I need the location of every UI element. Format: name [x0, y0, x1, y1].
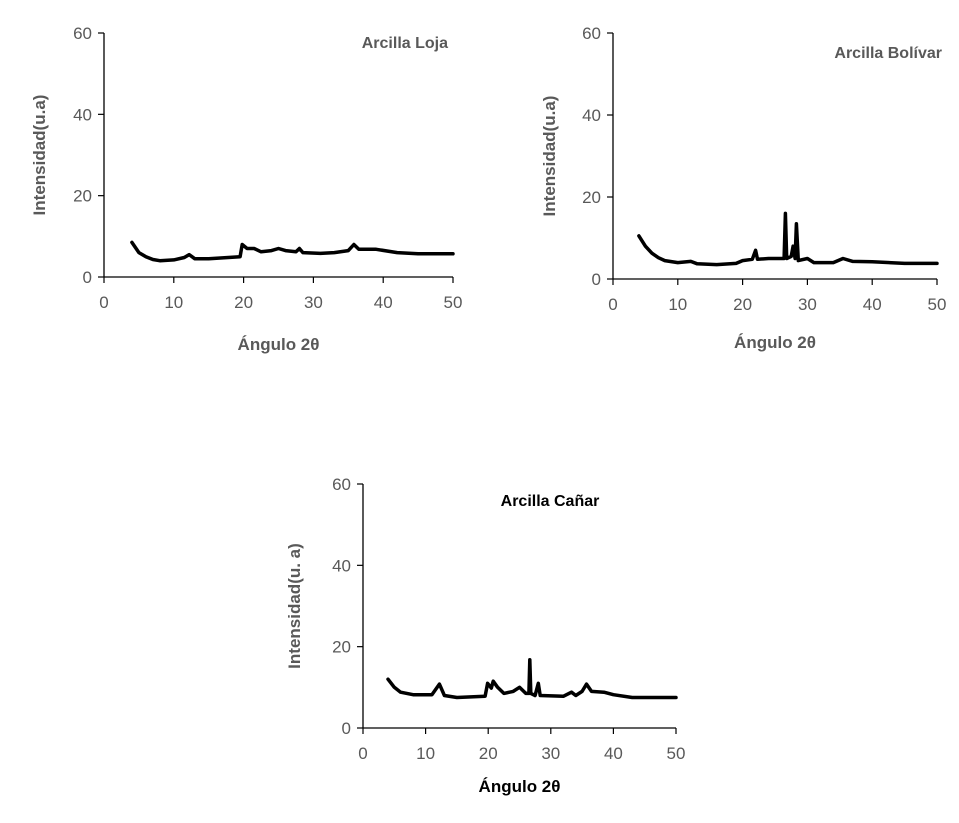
y-tick-label: 40 [582, 106, 601, 125]
chart-title: Arcilla Loja [362, 35, 448, 52]
x-tick-label: 0 [358, 744, 367, 763]
x-tick-label: 0 [99, 293, 108, 312]
x-tick-label: 10 [164, 293, 183, 312]
x-tick-label: 20 [234, 293, 253, 312]
y-tick-label: 0 [83, 268, 92, 287]
y-tick-label: 20 [582, 188, 601, 207]
x-tick-label: 40 [604, 744, 623, 763]
xrd-series-line [637, 211, 939, 267]
y-axis-label: Intensidad(u.a) [540, 96, 559, 217]
y-tick-label: 0 [592, 270, 601, 289]
x-tick-label: 10 [416, 744, 435, 763]
x-tick-label: 50 [928, 295, 947, 314]
x-tick-label: 40 [374, 293, 393, 312]
x-tick-label: 10 [668, 295, 687, 314]
x-tick-label: 20 [733, 295, 752, 314]
x-tick-label: 50 [667, 744, 686, 763]
chart-3: 0 20 40 60 0 10 20 30 40 50 Arcilla Cañar Ángulo 2θ… [285, 475, 685, 796]
y-tick-label: 40 [332, 556, 351, 575]
y-tick-label: 60 [582, 24, 601, 43]
x-tick-label: 30 [541, 744, 560, 763]
y-axis-label: Intensidad(u.a) [30, 95, 49, 216]
chart-title: Arcilla Cañar [501, 493, 600, 510]
chart-title: Arcilla Bolívar [834, 45, 942, 62]
y-tick-label: 40 [73, 105, 92, 124]
x-axis-label: Ángulo 2θ [734, 333, 816, 352]
x-axis-label: Ángulo 2θ [479, 777, 561, 796]
x-tick-label: 20 [479, 744, 498, 763]
y-tick-label: 60 [73, 24, 92, 43]
xrd-series-line [130, 240, 455, 263]
y-tick-label: 60 [332, 475, 351, 494]
x-tick-label: 30 [304, 293, 323, 312]
xrd-series-line [386, 657, 678, 700]
y-tick-label: 20 [73, 187, 92, 206]
y-axis-label: Intensidad(u. a) [285, 543, 304, 669]
y-tick-label: 0 [342, 719, 351, 738]
y-tick-label: 20 [332, 638, 351, 657]
x-tick-label: 0 [608, 295, 617, 314]
x-axis-label: Ángulo 2θ [238, 335, 320, 354]
chart-1: 0 20 40 60 0 10 20 30 40 50 Arcilla Loja Ángulo 2θ I… [30, 24, 462, 354]
chart-2: 0 20 40 60 0 10 20 30 40 50 Arcilla Bolívar Ángulo … [540, 24, 946, 352]
x-tick-label: 40 [863, 295, 882, 314]
x-tick-label: 50 [444, 293, 463, 312]
x-tick-label: 30 [798, 295, 817, 314]
